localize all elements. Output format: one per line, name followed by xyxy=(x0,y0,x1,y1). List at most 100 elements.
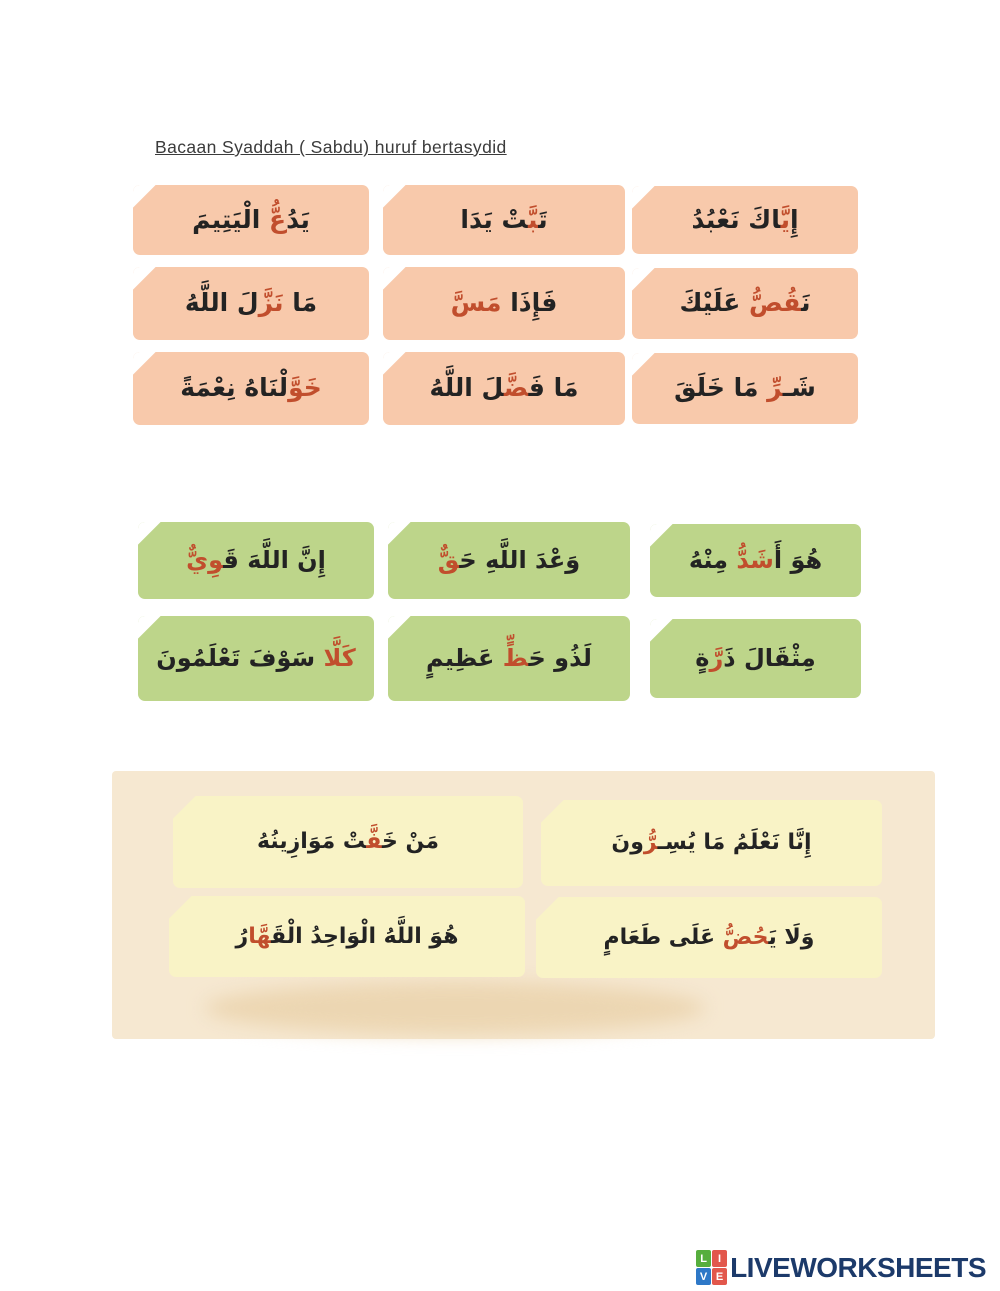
phrase-card: تَبَّتْ يَدَا xyxy=(383,185,625,255)
phrase-shaddah: ضَّ xyxy=(503,373,529,403)
phrase-post: عَلَيْكَ xyxy=(679,288,749,318)
phrase-card: مَا فَضَّلَ اللَّهُ xyxy=(383,352,625,425)
phrase-card: فَإِذَا مَسَّ xyxy=(383,267,625,340)
arabic-phrase: فَإِذَا مَسَّ xyxy=(451,282,558,325)
phrase-pre: إِنَّا نَعْلَمُ مَا يُسِـ xyxy=(657,830,812,856)
arabic-phrase: إِيَّاكَ نَعْبُدُ xyxy=(691,199,798,242)
phrase-card: هُوَ أَشَدُّ مِنْهُ xyxy=(650,524,861,597)
phrase-card: شَـرِّ مَا خَلَقَ xyxy=(632,353,858,424)
phrase-shaddah: قٌّ xyxy=(437,546,460,575)
phrase-card: وَلَا يَحُضُّ عَلَى طَعَامٍ xyxy=(536,897,882,978)
arabic-phrase: نَقُصُّ عَلَيْكَ xyxy=(680,282,811,325)
phrase-shaddah: كَلَّا xyxy=(323,644,356,673)
background-smudge xyxy=(205,982,705,1034)
phrase-shaddah: رُّ xyxy=(643,830,658,856)
phrase-pre: هُوَ اللَّهُ الْوَاحِدُ الْقَ xyxy=(270,923,459,949)
phrase-post: ةٍ xyxy=(695,644,710,673)
phrase-pre: فَإِذَا xyxy=(501,288,558,318)
phrase-post: لَ اللَّهُ xyxy=(184,288,259,318)
arabic-phrase: مَا نَزَّلَ اللَّهُ xyxy=(185,282,317,325)
phrase-shaddah: وِيٌّ xyxy=(186,546,224,575)
phrase-shaddah: خَوَّ xyxy=(288,373,322,403)
phrase-shaddah: ظٍّ xyxy=(502,644,529,673)
phrase-pre: وَعْدَ اللَّهِ حَ xyxy=(459,546,581,575)
phrase-card: خَوَّلْنَاهُ نِعْمَةً xyxy=(133,352,369,425)
phrase-shaddah: يَّ xyxy=(780,204,790,234)
arabic-phrase: مِثْقَالَ ذَرَّةٍ xyxy=(695,638,815,679)
phrase-shaddah: شَدُّ xyxy=(736,546,774,575)
arabic-phrase: وَعْدَ اللَّهِ حَقٌّ xyxy=(438,540,580,581)
phrase-pre: مَنْ خَ xyxy=(382,829,439,855)
phrase-pre: إِنَّ اللَّهَ قَ xyxy=(223,546,326,575)
phrase-pre: مَا فَ xyxy=(528,373,579,403)
phrase-post: عَظِيمٍ xyxy=(426,644,503,673)
phrase-post: عَلَى طَعَامٍ xyxy=(603,924,723,950)
phrase-shaddah: هَّا xyxy=(248,923,271,949)
phrase-pre: يَدُ xyxy=(286,204,310,234)
phrase-card: يَدُعُّ الْيَتِيمَ xyxy=(133,185,369,255)
arabic-phrase: هُوَ اللَّهُ الْوَاحِدُ الْقَهَّارُ xyxy=(236,918,459,955)
phrase-pre: مَا xyxy=(283,288,318,318)
phrase-pre: نَ xyxy=(801,288,811,318)
phrase-card: مَا نَزَّلَ اللَّهُ xyxy=(133,267,369,340)
arabic-phrase: وَلَا يَحُضُّ عَلَى طَعَامٍ xyxy=(604,919,815,956)
phrase-pre: إِ xyxy=(789,204,799,234)
phrase-post: مَا خَلَقَ xyxy=(674,373,768,403)
phrase-post: رُ xyxy=(235,923,249,949)
logo-square-e: E xyxy=(712,1268,728,1285)
phrase-pre: تَ xyxy=(538,204,548,234)
phrase-post: لَ اللَّهُ xyxy=(429,373,504,403)
phrase-shaddah: مَسَّ xyxy=(450,288,502,318)
phrase-post: مِنْهُ xyxy=(688,546,737,575)
arabic-phrase: إِنَّا نَعْلَمُ مَا يُسِـرُّونَ xyxy=(611,824,811,861)
phrase-post: تْ يَدَا xyxy=(460,204,528,234)
arabic-phrase: مَا فَضَّلَ اللَّهُ xyxy=(430,367,579,410)
phrase-card: وَعْدَ اللَّهِ حَقٌّ xyxy=(388,522,630,599)
arabic-phrase: تَبَّتْ يَدَا xyxy=(460,199,547,242)
arabic-phrase: يَدُعُّ الْيَتِيمَ xyxy=(192,199,310,242)
arabic-phrase: لَذُو حَظٍّ عَظِيمٍ xyxy=(426,638,592,679)
arabic-phrase: إِنَّ اللَّهَ قَوِيٌّ xyxy=(186,540,326,581)
phrase-pre: لَذُو حَ xyxy=(528,644,592,673)
phrase-shaddah: نَزَّ xyxy=(258,288,284,318)
phrase-shaddah: بَّ xyxy=(527,204,539,234)
liveworksheets-logo-icon: L I V E xyxy=(696,1250,728,1285)
phrase-card: هُوَ اللَّهُ الْوَاحِدُ الْقَهَّارُ xyxy=(169,896,525,977)
arabic-phrase: خَوَّلْنَاهُ نِعْمَةً xyxy=(180,367,322,410)
logo-square-v: V xyxy=(696,1268,712,1285)
phrase-shaddah: فَّ xyxy=(366,829,383,855)
phrase-card: إِنَّ اللَّهَ قَوِيٌّ xyxy=(138,522,374,599)
phrase-post: سَوْفَ تَعْلَمُونَ xyxy=(156,644,324,673)
arabic-phrase: كَلَّا سَوْفَ تَعْلَمُونَ xyxy=(156,638,355,679)
phrase-pre: مِثْقَالَ ذَ xyxy=(723,644,816,673)
phrase-post: اكَ نَعْبُدُ xyxy=(691,204,781,234)
page-title: Bacaan Syaddah ( Sabdu) huruf bertasydid xyxy=(155,137,507,157)
phrase-post: تْ مَوَازِينُهُ xyxy=(257,829,367,855)
phrase-post: الْيَتِيمَ xyxy=(192,204,269,234)
phrase-shaddah: حُضُّ xyxy=(722,924,769,950)
phrase-shaddah: قُصُّ xyxy=(748,288,802,318)
phrase-post: لْنَاهُ نِعْمَةً xyxy=(180,373,289,403)
phrase-shaddah: رَّ xyxy=(709,644,724,673)
phrase-card: نَقُصُّ عَلَيْكَ xyxy=(632,268,858,339)
phrase-post: ونَ xyxy=(611,830,644,856)
arabic-phrase: شَـرِّ مَا خَلَقَ xyxy=(674,367,816,410)
phrase-card: إِيَّاكَ نَعْبُدُ xyxy=(632,186,858,254)
phrase-card: مِثْقَالَ ذَرَّةٍ xyxy=(650,619,861,698)
phrase-card: مَنْ خَفَّتْ مَوَازِينُهُ xyxy=(173,796,523,888)
arabic-phrase: مَنْ خَفَّتْ مَوَازِينُهُ xyxy=(257,823,439,860)
phrase-card: كَلَّا سَوْفَ تَعْلَمُونَ xyxy=(138,616,374,701)
phrase-pre: شَـ xyxy=(782,373,816,403)
brand-wordmark: LIVEWORKSHEETS xyxy=(730,1251,986,1283)
phrase-pre: وَلَا يَ xyxy=(768,924,815,950)
phrase-shaddah: رِّ xyxy=(767,373,783,403)
liveworksheets-brand: L I V E LIVEWORKSHEETS xyxy=(696,1250,986,1285)
phrase-card: لَذُو حَظٍّ عَظِيمٍ xyxy=(388,616,630,701)
arabic-phrase: هُوَ أَشَدُّ مِنْهُ xyxy=(689,540,822,581)
logo-square-i: I xyxy=(712,1250,728,1267)
logo-square-l: L xyxy=(696,1250,712,1267)
phrase-card: إِنَّا نَعْلَمُ مَا يُسِـرُّونَ xyxy=(541,800,882,886)
